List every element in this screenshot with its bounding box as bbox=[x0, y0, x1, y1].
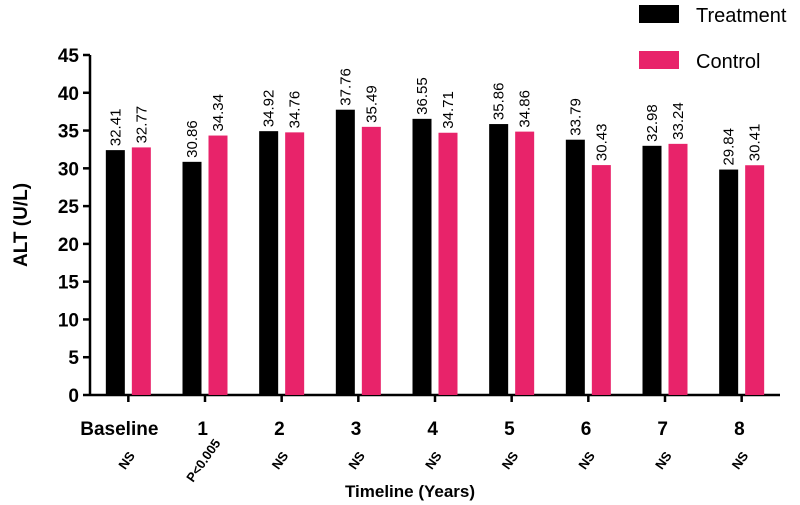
data-label: 33.24 bbox=[670, 102, 687, 140]
data-label: 32.98 bbox=[644, 104, 661, 142]
y-tick-label: 25 bbox=[58, 197, 80, 218]
x-tick-label: 2 bbox=[274, 419, 285, 440]
y-tick-label: 30 bbox=[58, 159, 79, 180]
data-label: 36.55 bbox=[414, 77, 431, 115]
bar-control bbox=[668, 143, 688, 395]
x-axis bbox=[90, 393, 780, 402]
value-labels: 32.41 32.77 30.86 34.34 34.92 34.76 37.76 35.49… bbox=[107, 68, 763, 165]
bar-control bbox=[285, 132, 305, 395]
category-labels: Baseline 1 2 3 4 5 6 7 8 bbox=[80, 419, 744, 440]
x-tick-label: 7 bbox=[657, 419, 668, 440]
significance-label: NS bbox=[729, 448, 752, 472]
data-label: 35.86 bbox=[491, 83, 508, 121]
significance-label: P<0.005 bbox=[183, 436, 223, 485]
data-label: 29.84 bbox=[721, 128, 738, 166]
x-tick-label: 6 bbox=[581, 419, 592, 440]
y-axis-title: ALT (U/L) bbox=[11, 183, 32, 267]
bar-control bbox=[591, 165, 611, 395]
data-label: 37.76 bbox=[337, 68, 354, 106]
data-label: 32.77 bbox=[133, 106, 150, 144]
x-axis-title: Timeline (Years) bbox=[345, 482, 475, 501]
bar-treatment bbox=[489, 124, 509, 396]
bar-control bbox=[438, 132, 458, 395]
bar-control bbox=[361, 126, 381, 395]
bar-treatment bbox=[335, 109, 355, 396]
significance-label: NS bbox=[115, 448, 138, 472]
significance-label: NS bbox=[652, 448, 675, 472]
bar-treatment bbox=[565, 139, 585, 395]
data-label: 35.49 bbox=[363, 85, 380, 123]
significance-label: NS bbox=[345, 448, 368, 472]
x-tick-label: Baseline bbox=[80, 419, 158, 440]
data-label: 34.92 bbox=[261, 90, 278, 128]
x-tick-label: 5 bbox=[504, 419, 515, 440]
legend: Treatment Control bbox=[639, 5, 787, 73]
bar-treatment bbox=[642, 145, 662, 395]
bars bbox=[105, 109, 765, 396]
y-tick-label: 0 bbox=[68, 386, 79, 407]
data-label: 30.43 bbox=[593, 124, 610, 162]
bar-treatment bbox=[412, 118, 432, 395]
x-tick-label: 1 bbox=[197, 419, 208, 440]
legend-swatch-treatment bbox=[639, 5, 679, 23]
bar-treatment bbox=[105, 150, 125, 395]
legend-label-control: Control bbox=[696, 51, 760, 73]
bar-treatment bbox=[259, 131, 279, 395]
significance-labels: NS P<0.005 NS NS NS NS NS NS NS bbox=[115, 436, 751, 485]
legend-label-treatment: Treatment bbox=[696, 5, 787, 27]
data-label: 30.41 bbox=[747, 124, 764, 162]
y-tick-label: 40 bbox=[58, 84, 79, 105]
data-label: 30.86 bbox=[184, 120, 201, 158]
y-tick-label: 20 bbox=[58, 235, 79, 256]
y-tick-label: 5 bbox=[68, 348, 79, 369]
y-tick-label: 45 bbox=[58, 46, 80, 67]
significance-label: NS bbox=[422, 448, 445, 472]
significance-label: NS bbox=[575, 448, 598, 472]
data-label: 34.71 bbox=[440, 91, 457, 129]
bar-treatment bbox=[719, 169, 739, 395]
y-tick-label: 10 bbox=[58, 310, 79, 331]
x-tick-label: 3 bbox=[351, 419, 362, 440]
y-axis: 0 5 10 15 20 25 30 35 40 45 bbox=[58, 46, 92, 407]
bar-control bbox=[515, 131, 535, 395]
data-label: 34.34 bbox=[210, 94, 227, 132]
data-label: 33.79 bbox=[567, 98, 584, 136]
y-tick-label: 15 bbox=[58, 273, 80, 294]
data-label: 32.41 bbox=[107, 109, 124, 147]
significance-label: NS bbox=[269, 448, 292, 472]
bar-control bbox=[208, 135, 228, 395]
bar-control bbox=[745, 165, 765, 395]
data-label: 34.86 bbox=[517, 90, 534, 128]
y-tick-label: 35 bbox=[58, 122, 80, 143]
bar-treatment bbox=[182, 161, 202, 395]
significance-label: NS bbox=[499, 448, 522, 472]
bar-control bbox=[131, 147, 151, 395]
x-tick-label: 8 bbox=[734, 419, 745, 440]
x-tick-label: 4 bbox=[427, 419, 438, 440]
legend-swatch-control bbox=[639, 51, 679, 69]
data-label: 34.76 bbox=[287, 91, 304, 129]
